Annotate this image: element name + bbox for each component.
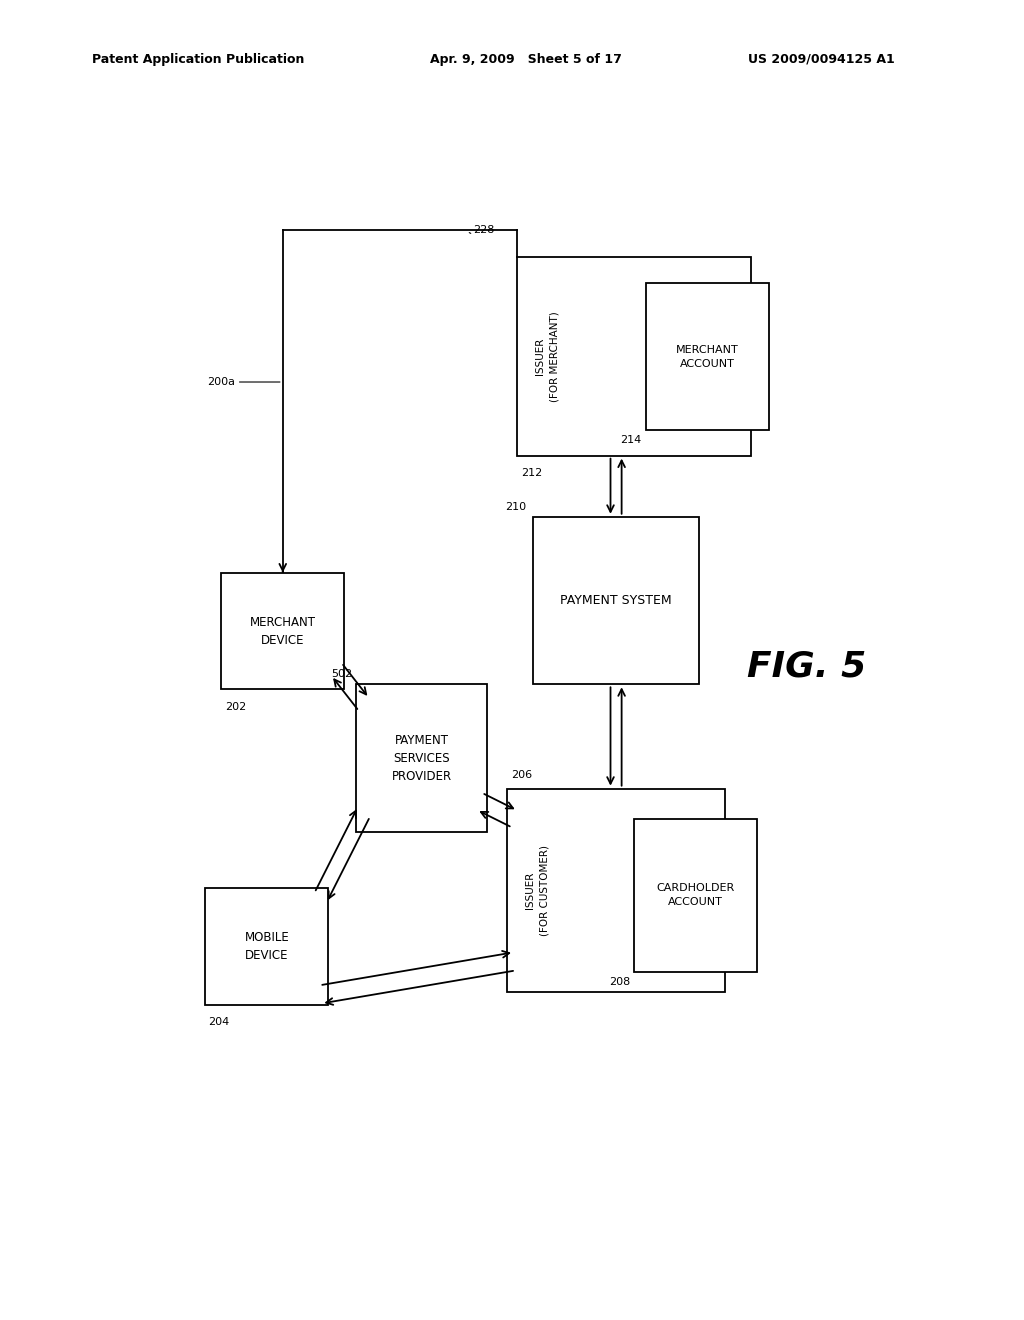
Text: ISSUER
(FOR MERCHANT): ISSUER (FOR MERCHANT) <box>536 312 559 403</box>
Text: 200a: 200a <box>207 378 236 387</box>
Text: 204: 204 <box>208 1016 229 1027</box>
Text: ISSUER
(FOR CUSTOMER): ISSUER (FOR CUSTOMER) <box>525 845 549 936</box>
Text: PAYMENT SYSTEM: PAYMENT SYSTEM <box>560 594 672 607</box>
Text: PAYMENT
SERVICES
PROVIDER: PAYMENT SERVICES PROVIDER <box>391 734 452 783</box>
Text: 214: 214 <box>621 436 642 445</box>
FancyBboxPatch shape <box>532 516 699 684</box>
Text: 208: 208 <box>608 977 630 986</box>
Text: FIG. 5: FIG. 5 <box>746 649 866 684</box>
Text: Apr. 9, 2009   Sheet 5 of 17: Apr. 9, 2009 Sheet 5 of 17 <box>430 53 622 66</box>
Text: MERCHANT
DEVICE: MERCHANT DEVICE <box>250 615 315 647</box>
Text: 502: 502 <box>331 669 352 680</box>
FancyBboxPatch shape <box>221 573 344 689</box>
FancyBboxPatch shape <box>507 788 725 991</box>
FancyBboxPatch shape <box>517 257 752 455</box>
Text: US 2009/0094125 A1: US 2009/0094125 A1 <box>748 53 894 66</box>
Text: Patent Application Publication: Patent Application Publication <box>92 53 304 66</box>
FancyBboxPatch shape <box>646 282 769 430</box>
Text: MERCHANT
ACCOUNT: MERCHANT ACCOUNT <box>676 345 738 368</box>
Text: MOBILE
DEVICE: MOBILE DEVICE <box>245 931 289 961</box>
Text: CARDHOLDER
ACCOUNT: CARDHOLDER ACCOUNT <box>656 883 734 907</box>
FancyBboxPatch shape <box>206 887 329 1005</box>
Text: 210: 210 <box>505 502 526 512</box>
FancyBboxPatch shape <box>634 818 757 972</box>
Text: 206: 206 <box>511 771 532 780</box>
FancyBboxPatch shape <box>356 684 487 832</box>
Text: 228: 228 <box>473 224 495 235</box>
Text: 202: 202 <box>225 702 247 711</box>
Text: 212: 212 <box>521 467 543 478</box>
